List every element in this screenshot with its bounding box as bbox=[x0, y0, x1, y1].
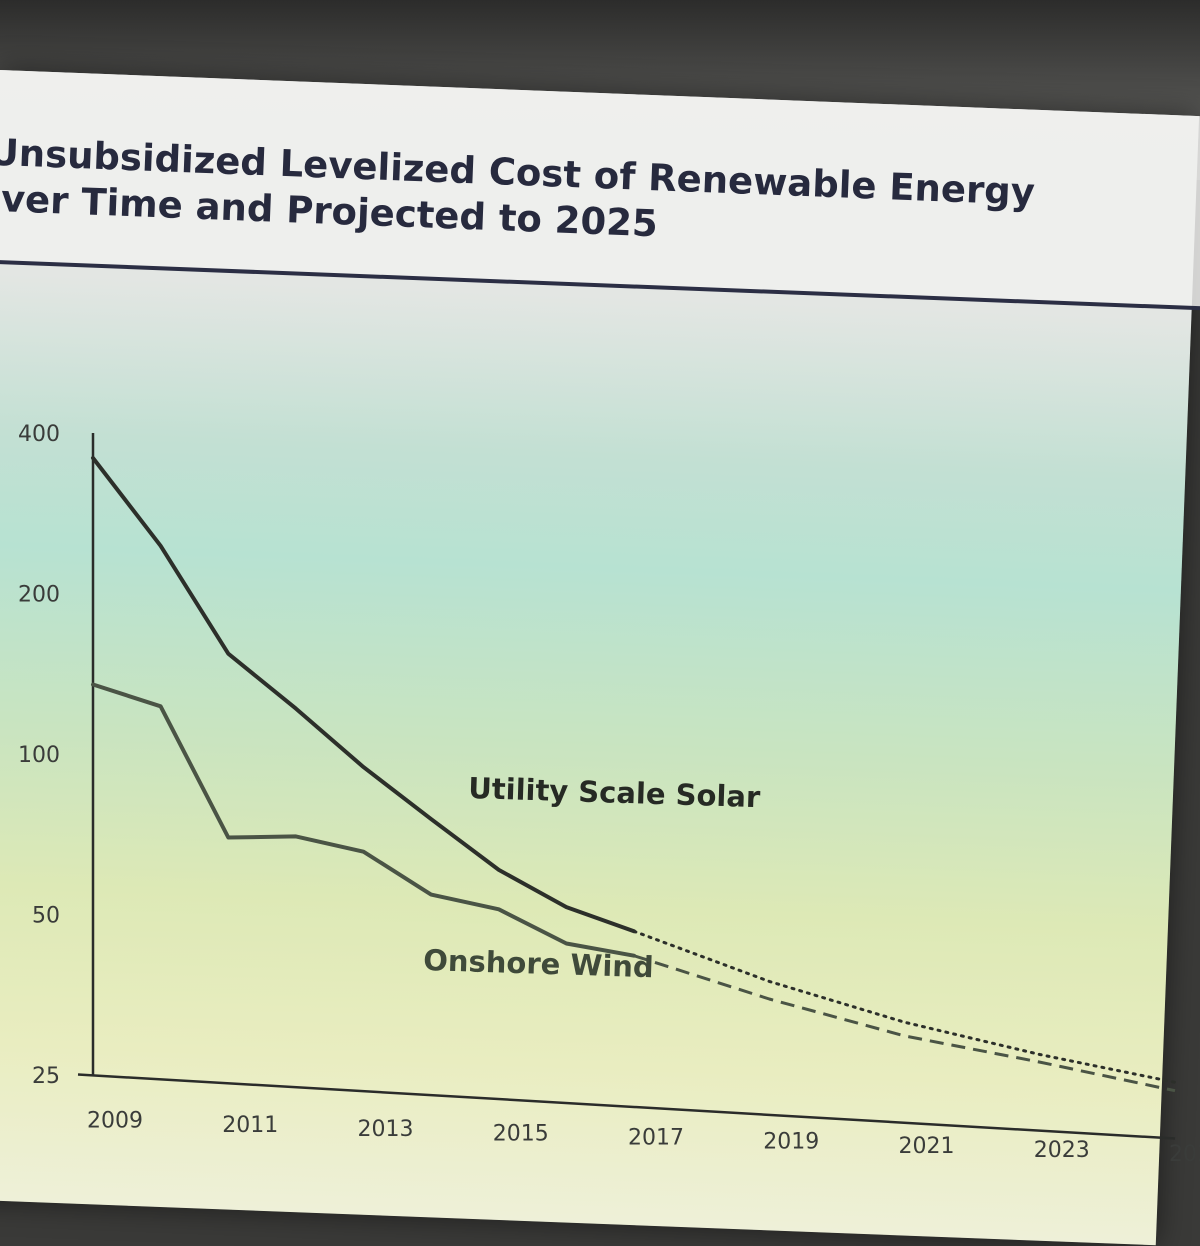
solar-historical-line bbox=[91, 456, 636, 934]
y-tick-label: 25 bbox=[32, 1064, 60, 1089]
wind-historical-line bbox=[91, 682, 636, 958]
y-tick-labels: 400 200 100 50 25 bbox=[18, 422, 60, 1089]
series-annotations: Utility Scale Solar Onshore Wind bbox=[423, 771, 762, 984]
x-tick-label: 2023 bbox=[1034, 1138, 1090, 1163]
series-lines bbox=[91, 456, 1177, 1093]
chart-axes bbox=[77, 433, 1176, 1140]
x-tick-label: 2013 bbox=[358, 1117, 414, 1142]
chart-area: 400 200 100 50 25 2009 2011 2013 2015 2017 2019 20… bbox=[18, 422, 1200, 1168]
y-tick-label: 50 bbox=[32, 904, 60, 929]
solar-series-label: Utility Scale Solar bbox=[468, 771, 762, 814]
x-tick-labels: 2009 2011 2013 2015 2017 2019 2021 2023 2025 bbox=[87, 1109, 1200, 1168]
y-tick-label: 400 bbox=[18, 422, 60, 447]
y-tick-label: 100 bbox=[18, 743, 60, 768]
wind-series-label: Onshore Wind bbox=[423, 943, 654, 984]
wind-projected-line bbox=[633, 954, 1176, 1093]
x-tick-label: 2017 bbox=[628, 1125, 684, 1150]
y-tick-label: 200 bbox=[18, 583, 60, 608]
x-tick-label: 2025 bbox=[1169, 1142, 1200, 1167]
solar-projected-line bbox=[632, 929, 1177, 1084]
x-axis bbox=[77, 1073, 1176, 1140]
x-tick-label: 2011 bbox=[222, 1113, 278, 1138]
x-tick-label: 2009 bbox=[87, 1109, 143, 1134]
x-tick-label: 2015 bbox=[493, 1121, 549, 1146]
x-tick-label: 2019 bbox=[763, 1130, 819, 1155]
x-tick-label: 2021 bbox=[899, 1134, 955, 1159]
